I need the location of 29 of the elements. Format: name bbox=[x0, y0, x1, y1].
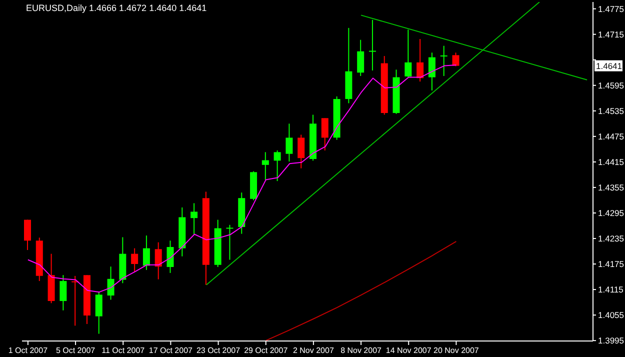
candlestick bbox=[440, 46, 448, 76]
y-tick-label: 1.4475 bbox=[598, 131, 624, 142]
x-tick-label: 20 Nov 2007 bbox=[434, 346, 480, 355]
y-tick-label: 1.4535 bbox=[598, 106, 624, 116]
y-tick-label: 1.4595 bbox=[598, 80, 624, 90]
y-tick-label: 1.4175 bbox=[598, 259, 624, 270]
x-tick-label: 1 Oct 2007 bbox=[8, 346, 48, 355]
x-tick-label: 5 Oct 2007 bbox=[56, 346, 96, 355]
y-tick-label: 1.4235 bbox=[598, 234, 624, 244]
y-tick-label: 1.4715 bbox=[598, 29, 624, 40]
x-tick-label: 23 Oct 2007 bbox=[196, 346, 241, 355]
x-tick-label: 11 Oct 2007 bbox=[102, 346, 146, 355]
x-tick-label: 8 Nov 2007 bbox=[340, 346, 382, 355]
chart-title: EURUSD,Daily 1.4666 1.4672 1.4640 1.4641 bbox=[26, 3, 207, 13]
line-series bbox=[265, 240, 457, 341]
candlestick bbox=[368, 20, 376, 70]
x-tick-label: 14 Nov 2007 bbox=[386, 346, 432, 355]
x-tick-label: 17 Oct 2007 bbox=[148, 346, 194, 355]
annotation: 1.4641 bbox=[596, 60, 622, 71]
y-tick-label: 1.3995 bbox=[598, 336, 624, 346]
y-tick-label: 1.4775 bbox=[598, 4, 624, 14]
candlestick bbox=[226, 224, 234, 260]
y-tick-label: 1.4295 bbox=[598, 208, 624, 218]
y-tick-label: 1.4355 bbox=[598, 182, 624, 192]
x-tick-label: 2 Nov 2007 bbox=[292, 346, 334, 355]
y-tick-label: 1.4055 bbox=[598, 310, 624, 320]
y-tick-label: 1.4115 bbox=[598, 284, 624, 295]
x-tick-label: 29 Oct 2007 bbox=[244, 346, 288, 355]
y-tick-label: 1.4415 bbox=[598, 156, 624, 167]
